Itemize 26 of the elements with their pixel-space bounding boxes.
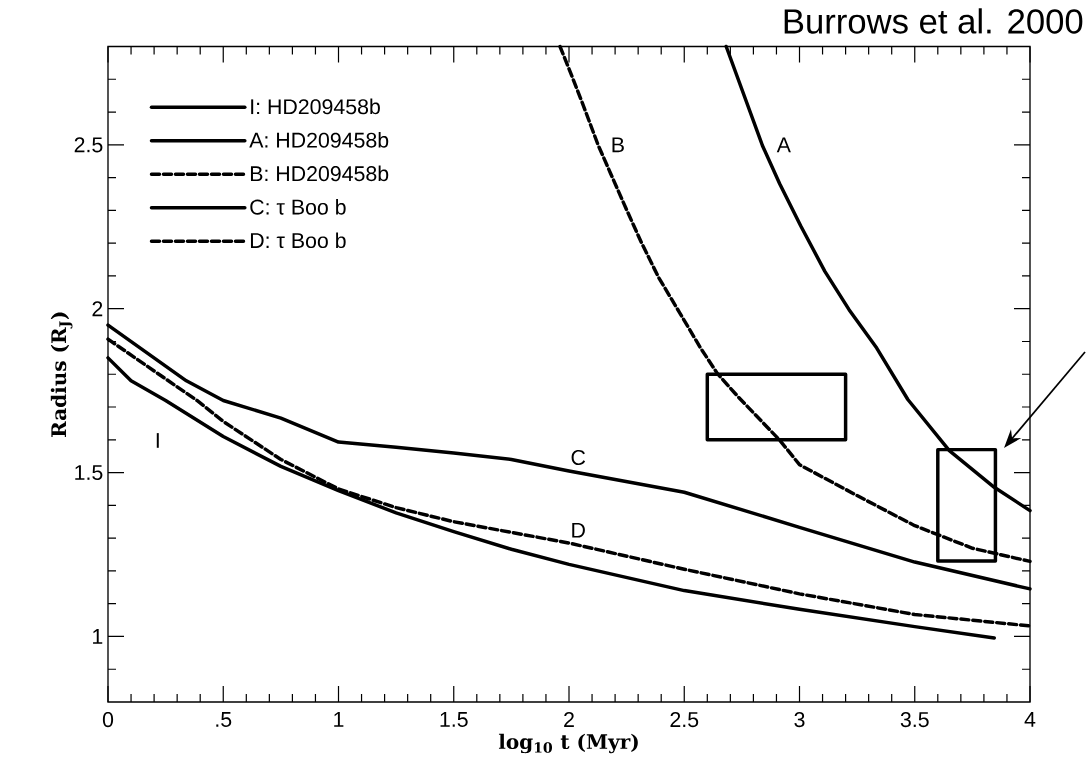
legend-label: I: HD209458b — [251, 98, 380, 115]
legend-label: C: τ Boo b — [250, 198, 346, 215]
x-tick-label: .5 — [216, 712, 232, 727]
legend-label: B: HD209458b — [250, 165, 389, 182]
x-tick-label: 0 — [102, 712, 114, 728]
annotation: D — [572, 522, 585, 538]
legend-label: A: HD209458b — [249, 132, 389, 148]
x-tick-label: 3.5 — [900, 712, 929, 728]
annotation: B — [612, 137, 624, 153]
y-tick-label: 1 — [93, 629, 103, 644]
x-axis-title: log$_{10}$ t (Myr) — [498, 733, 638, 754]
x-tick-label: 2 — [564, 712, 574, 727]
annotation: I — [156, 433, 159, 448]
x-tick-label: 1 — [334, 712, 344, 727]
x-tick-label: 1.5 — [440, 712, 468, 727]
annotation: C — [571, 449, 586, 466]
annotation: A — [776, 137, 791, 153]
x-tick-label: 4 — [1024, 712, 1036, 727]
x-tick-label: 2.5 — [670, 712, 699, 728]
text: Burrows et al. 2000 — [784, 8, 1083, 34]
y-axis-title: Radius (R$_{J}$) — [50, 312, 73, 437]
y-tick-label: 2 — [92, 301, 103, 317]
y-tick-label: 2.5 — [74, 137, 103, 153]
legend-label: D: τ Boo b — [250, 232, 346, 249]
x-tick-label: 3 — [794, 712, 805, 728]
y-tick-label: 1.5 — [75, 465, 103, 481]
